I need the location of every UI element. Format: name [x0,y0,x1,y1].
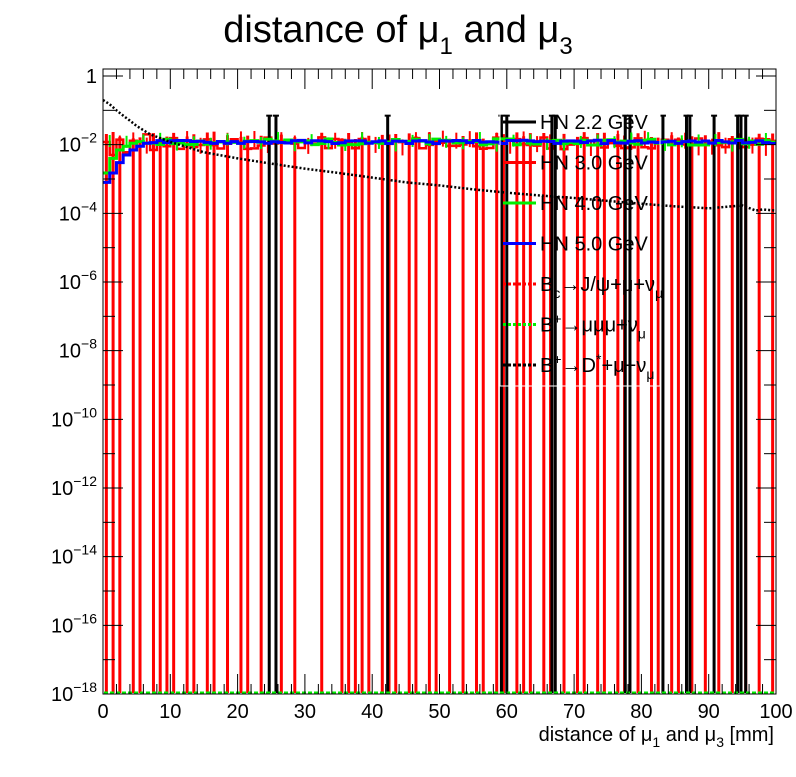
legend-item: B+→D*+μ+νμ [503,351,654,382]
chart-title-text: distance of μ1 and μ3 [223,9,572,60]
legend-item: HN 2.2 GeV [503,112,648,134]
x-tick-label: 40 [361,701,383,723]
legend-label: HN 3.0 GeV [540,153,648,175]
legend-item: B+→μμμ+νμ [503,311,646,342]
y-tick-label: 10−6 [59,267,97,294]
series-hn-5-0 [103,138,776,184]
legend-label: HN 2.2 GeV [540,112,648,134]
legend-item: HN 5.0 GeV [503,234,648,256]
chart-title: distance of μ1 and μ3 [223,9,572,60]
plot-frame [102,68,777,695]
series-hn-3-0 [103,130,776,693]
series-hn-4-0 [103,132,776,695]
b-plus-dstar-line [102,98,777,212]
y-tick-label: 10−8 [59,336,97,363]
x-tick-label: 80 [630,701,652,723]
y-tick-label: 10−16 [51,610,97,637]
x-tick-label: 100 [759,701,792,723]
x-axis-label: distance of μ1 and μ3 [mm] [539,724,774,750]
legend: HN 2.2 GeV HN 3.0 GeV HN 4.0 GeV HN 5.0 GeV… [499,100,663,387]
legend-label: HN 4.0 GeV [540,193,648,215]
plot-area [102,98,777,695]
legend-label: Bc→J/ψ+μ+νμ [540,274,663,301]
series-hn-2-2 [266,114,749,693]
y-tick-label: 1 [86,66,97,88]
x-tick-label: 50 [428,701,450,723]
x-tick-label: 30 [294,701,316,723]
legend-item: Bc→J/ψ+μ+νμ [503,274,663,301]
x-tick-label: 20 [226,701,248,723]
axes: 0 10 20 30 40 50 60 70 80 90 100 1 10−2 10−4 10−6 10−8 1… [51,66,793,723]
y-tick-label: 10−2 [59,130,97,157]
x-tick-label: 0 [97,701,108,723]
x-tick-label: 10 [159,701,181,723]
y-tick-label: 10−12 [51,473,97,500]
legend-item: HN 4.0 GeV [503,193,648,215]
legend-label: B+→D*+μ+νμ [540,351,654,382]
series-b-plus-dstar [102,98,777,212]
x-tick-label: 60 [496,701,518,723]
hn-5-0-line [103,138,776,184]
legend-item: HN 3.0 GeV [503,153,648,175]
y-tick-label: 10−14 [51,542,97,569]
y-tick-label: 10−18 [51,679,97,706]
y-tick-label: 10−4 [59,198,97,225]
x-axis-label-text: distance of μ1 and μ3 [mm] [539,724,774,750]
x-tick-label: 70 [563,701,585,723]
legend-frame [499,100,661,387]
legend-label: B+→μμμ+νμ [540,311,646,342]
legend-label: HN 5.0 GeV [540,234,648,256]
x-tick-label: 90 [698,701,720,723]
y-tick-label: 10−10 [51,404,97,431]
